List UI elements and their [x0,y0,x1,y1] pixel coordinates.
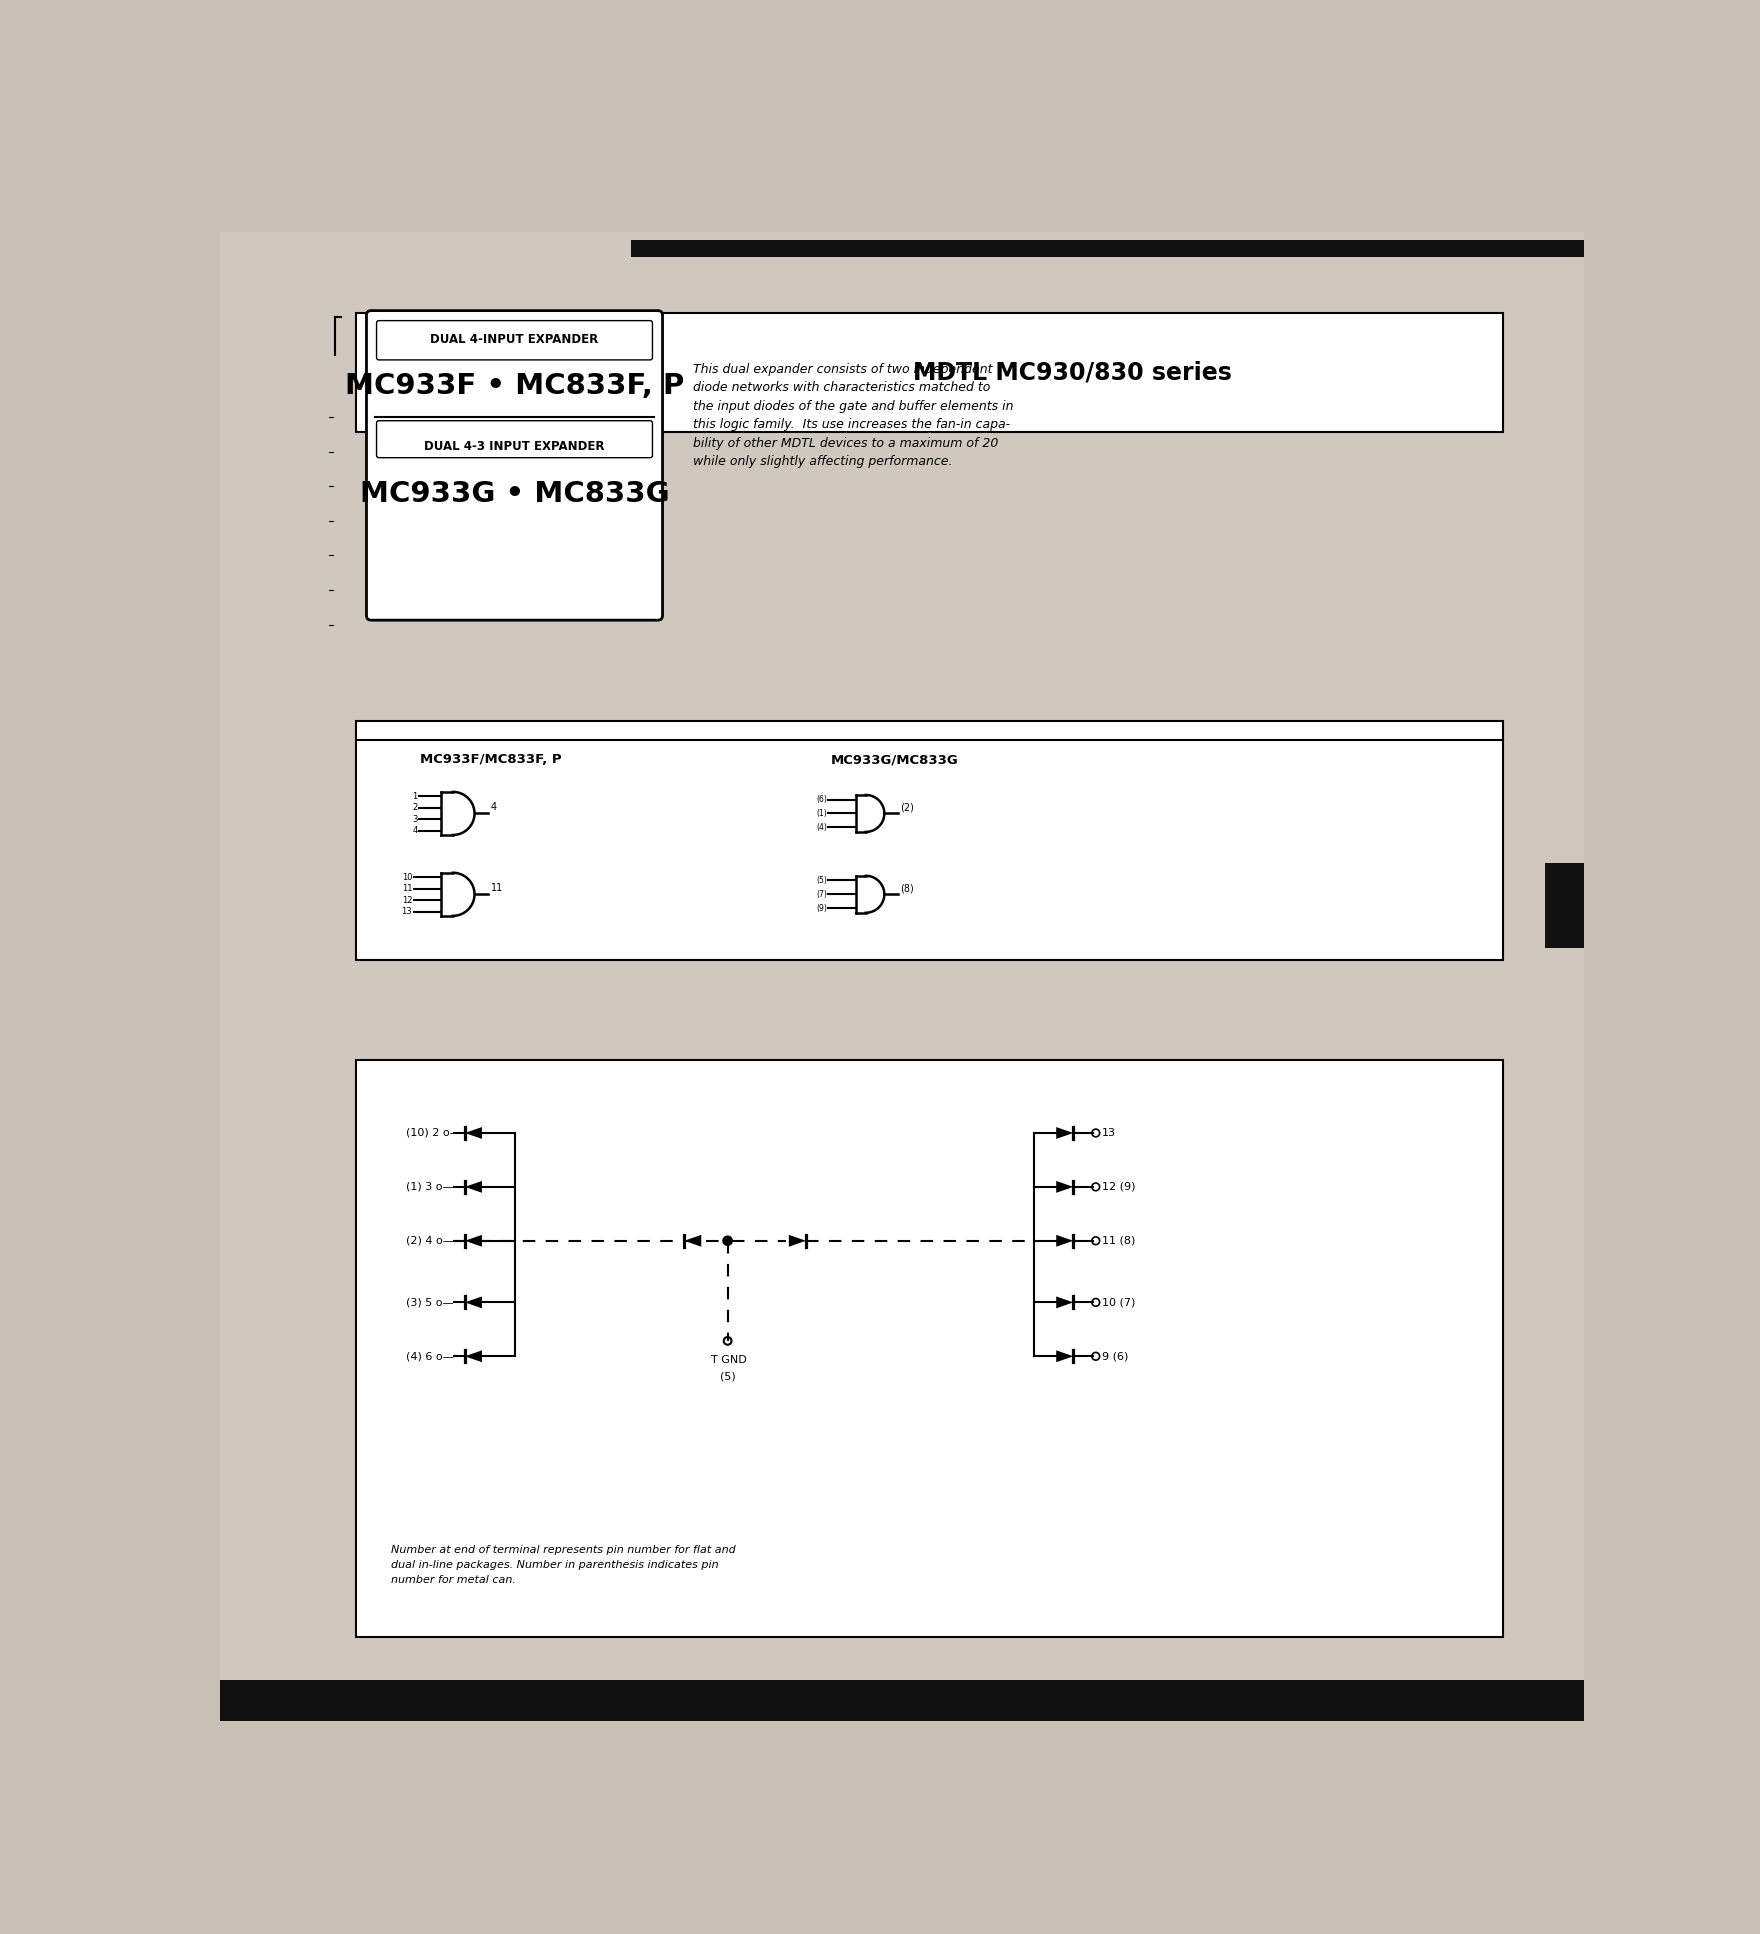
Text: 10 (7): 10 (7) [1102,1298,1135,1307]
Polygon shape [788,1234,806,1247]
Text: (9): (9) [817,903,827,913]
Text: 1: 1 [412,791,417,801]
Polygon shape [465,1128,482,1139]
Text: 13: 13 [1102,1128,1116,1137]
Polygon shape [1056,1234,1074,1247]
Polygon shape [1056,1296,1074,1307]
Text: 2: 2 [412,803,417,812]
Text: 11: 11 [491,884,503,894]
Text: DUAL 4-3 INPUT EXPANDER: DUAL 4-3 INPUT EXPANDER [424,439,605,453]
Polygon shape [1056,1350,1074,1362]
Text: 12: 12 [401,895,412,905]
Text: MC933G • MC833G: MC933G • MC833G [359,480,669,509]
Text: 12 (9): 12 (9) [1102,1182,1135,1191]
Polygon shape [1056,1128,1074,1139]
Text: (10) 2 o—: (10) 2 o— [407,1128,461,1137]
Text: Number at end of terminal represents pin number for flat and
dual in-line packag: Number at end of terminal represents pin… [391,1545,736,1584]
Bar [1545,863,1584,948]
Text: 9 (6): 9 (6) [1102,1352,1128,1362]
Text: (5): (5) [817,876,827,886]
Text: (6): (6) [817,795,827,805]
Text: (3) 5 o—: (3) 5 o— [407,1298,454,1307]
Polygon shape [465,1234,482,1247]
Bar [356,1060,1503,1638]
Text: MC933F/MC833F, P: MC933F/MC833F, P [421,752,561,766]
Text: (7): (7) [817,890,827,899]
Polygon shape [465,1182,482,1193]
Text: (1) 3 o—: (1) 3 o— [407,1182,454,1191]
Text: (5): (5) [720,1371,736,1381]
Bar [356,721,1503,959]
Text: (4): (4) [817,822,827,832]
Text: (1): (1) [817,808,827,818]
Text: (4) 6 o—: (4) 6 o— [407,1352,454,1362]
Text: (2): (2) [901,803,915,812]
Text: 13: 13 [401,907,412,917]
Circle shape [723,1236,732,1245]
Text: T GND: T GND [711,1354,746,1365]
Text: MC933F • MC833F, P: MC933F • MC833F, P [345,371,685,400]
Text: (2) 4 o—: (2) 4 o— [407,1236,454,1245]
Text: 11: 11 [401,884,412,894]
Polygon shape [465,1350,482,1362]
Text: DUAL 4-INPUT EXPANDER: DUAL 4-INPUT EXPANDER [431,333,598,346]
Polygon shape [465,1296,482,1307]
FancyBboxPatch shape [366,311,662,621]
Text: 4: 4 [491,803,496,812]
FancyBboxPatch shape [377,422,653,458]
Text: MC933G/MC833G: MC933G/MC833G [831,752,957,766]
Bar [356,313,1503,433]
Text: 3: 3 [412,814,417,824]
Text: (8): (8) [901,884,915,894]
Text: 4: 4 [412,826,417,835]
Text: This dual expander consists of two independent
diode networks with characteristi: This dual expander consists of two indep… [693,364,1014,468]
Polygon shape [1056,1182,1074,1193]
FancyBboxPatch shape [377,321,653,360]
Bar [630,240,1584,257]
Text: 11 (8): 11 (8) [1102,1236,1135,1245]
Bar [220,1681,1584,1721]
Text: MDTL MC930/830 series: MDTL MC930/830 series [913,360,1232,385]
Text: 10: 10 [401,872,412,882]
Polygon shape [685,1234,700,1247]
